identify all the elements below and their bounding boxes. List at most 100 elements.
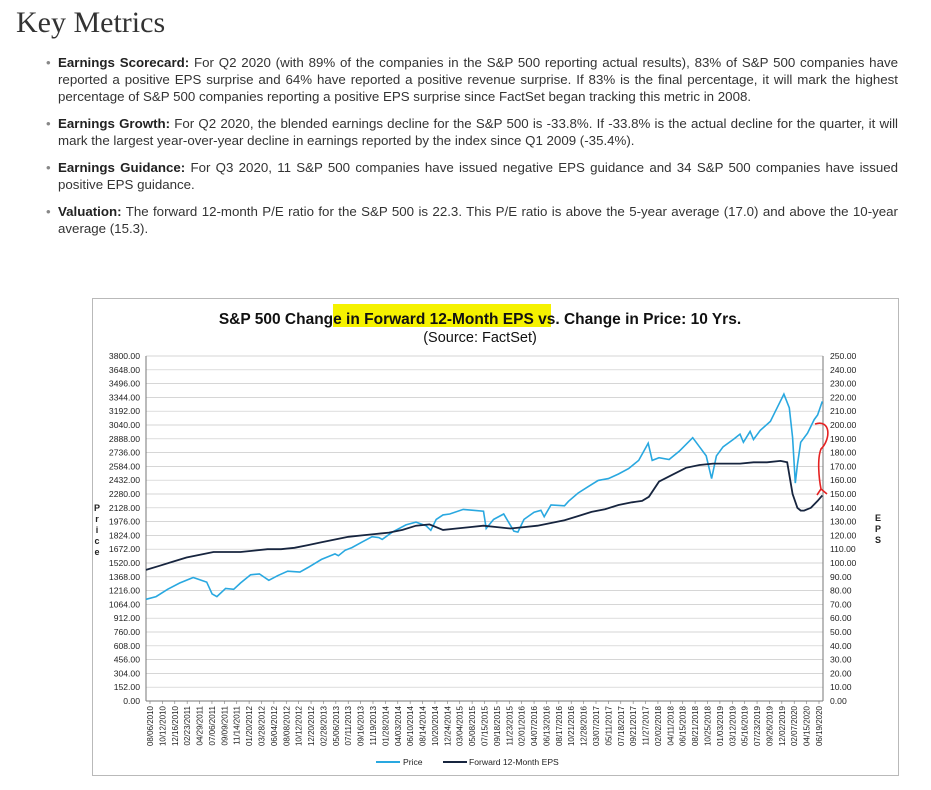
x-tick-label: 11/23/2015 <box>505 705 514 745</box>
left-tick-label: 2736.00 <box>109 448 140 458</box>
right-tick-label: 120.00 <box>830 530 857 540</box>
x-tick-label: 03/07/2017 <box>592 705 601 746</box>
right-tick-label: 150.00 <box>830 489 857 499</box>
left-tick-label: 1216.00 <box>109 586 140 596</box>
left-axis-label-char: i <box>96 525 99 535</box>
x-tick-label: 01/28/2014 <box>381 705 390 746</box>
right-tick-label: 180.00 <box>830 448 857 458</box>
left-axis-ticks: 3800.00 3648.00 3496.00 3344.00 3192.00 3040.… <box>109 351 140 706</box>
left-tick-label: 1520.00 <box>109 558 140 568</box>
x-tick-label: 07/06/2011 <box>208 705 217 745</box>
right-axis-label-char: S <box>875 535 881 545</box>
right-tick-label: 40.00 <box>830 641 852 651</box>
x-tick-label: 08/21/2018 <box>691 705 700 746</box>
left-tick-label: 0.00 <box>123 696 140 706</box>
right-tick-label: 220.00 <box>830 392 857 402</box>
x-tick-label: 12/24/2014 <box>443 705 452 746</box>
chart-frame: S&P 500 Change in Forward 12-Month EPS v… <box>92 298 899 776</box>
left-tick-label: 304.00 <box>114 668 141 678</box>
left-tick-label: 2432.00 <box>109 475 140 485</box>
x-tick-label: 11/14/2011 <box>233 705 242 744</box>
left-tick-label: 3800.00 <box>109 351 140 361</box>
x-tick-label: 09/09/2011 <box>220 705 229 745</box>
right-tick-label: 90.00 <box>830 572 852 582</box>
right-tick-label: 140.00 <box>830 503 857 513</box>
x-tick-label: 10/21/2016 <box>567 705 576 746</box>
title-highlight-box <box>333 304 551 327</box>
x-tick-label: 04/15/2020 <box>803 705 812 746</box>
earnings-growth-item: Earnings Growth: For Q2 2020, the blende… <box>46 115 898 149</box>
x-tick-label: 10/12/2012 <box>295 705 304 746</box>
x-tick-label: 12/28/2016 <box>580 705 589 746</box>
grid-lines <box>146 355 823 702</box>
earnings-scorecard-item: Earnings Scorecard: For Q2 2020 (with 89… <box>46 54 898 105</box>
x-tick-label: 01/20/2012 <box>245 705 254 746</box>
chart-title-before: S&P 500 Change in <box>219 311 364 328</box>
left-tick-label: 456.00 <box>114 655 141 665</box>
right-tick-label: 30.00 <box>830 655 852 665</box>
right-tick-label: 50.00 <box>830 627 852 637</box>
bullet-text: For Q2 2020 (with 89% of the companies i… <box>58 55 899 104</box>
x-tick-label: 06/04/2012 <box>270 705 279 746</box>
x-tick-label: 03/28/2012 <box>258 705 267 746</box>
red-annotation-arrow <box>814 422 829 496</box>
left-tick-label: 2584.00 <box>109 461 140 471</box>
x-tick-label: 12/20/2012 <box>307 705 316 746</box>
bullet-text: For Q2 2020, the blended earnings declin… <box>58 116 898 148</box>
bullet-text: The forward 12-month P/E ratio for the S… <box>58 204 898 236</box>
x-tick-label: 05/16/2019 <box>741 705 750 746</box>
right-axis-label-char: E <box>875 513 881 523</box>
right-tick-label: 100.00 <box>830 558 857 568</box>
earnings-guidance-item: Earnings Guidance: For Q3 2020, 11 S&P 5… <box>46 159 898 193</box>
bullet-label: Earnings Scorecard: <box>58 55 190 70</box>
left-tick-label: 912.00 <box>114 613 141 623</box>
right-tick-label: 190.00 <box>830 434 857 444</box>
chart-title-after: vs. Change in Price: 10 Yrs. <box>534 311 741 328</box>
bullet-label: Earnings Guidance: <box>58 160 186 175</box>
right-tick-label: 110.00 <box>830 544 856 554</box>
right-axis-label-char: P <box>875 524 881 534</box>
left-tick-label: 1368.00 <box>109 572 140 582</box>
left-axis-label-char: r <box>95 514 99 524</box>
x-tick-label: 06/13/2016 <box>542 705 551 746</box>
left-axis-label: Price <box>94 503 100 557</box>
x-tick-label: 10/12/2010 <box>158 705 167 746</box>
x-tick-label: 06/15/2018 <box>679 705 688 746</box>
right-tick-label: 80.00 <box>830 586 852 596</box>
right-tick-label: 170.00 <box>830 461 857 471</box>
left-axis-label-char: e <box>94 547 99 557</box>
left-tick-label: 3192.00 <box>109 406 140 416</box>
x-tick-label: 02/23/2011 <box>183 705 192 745</box>
left-tick-label: 2280.00 <box>109 489 140 499</box>
x-tick-label: 11/19/2013 <box>369 705 378 745</box>
left-tick-label: 3496.00 <box>109 379 140 389</box>
x-tick-label: 02/02/2018 <box>654 705 663 746</box>
x-tick-label: 02/01/2016 <box>518 705 527 746</box>
x-tick-label: 03/12/2019 <box>728 705 737 746</box>
x-tick-label: 10/20/2014 <box>431 705 440 746</box>
right-tick-label: 250.00 <box>830 351 857 361</box>
right-tick-label: 20.00 <box>830 668 852 678</box>
x-tick-label: 09/21/2017 <box>629 705 638 746</box>
right-tick-label: 200.00 <box>830 420 857 430</box>
chart-subtitle: (Source: FactSet) <box>423 330 537 346</box>
x-tick-label: 05/11/2017 <box>604 705 613 745</box>
x-tick-label: 07/15/2015 <box>481 705 490 746</box>
right-tick-label: 160.00 <box>830 475 857 485</box>
chart-legend: Price Forward 12-Month EPS <box>376 757 559 767</box>
left-tick-label: 760.00 <box>114 627 141 637</box>
right-tick-label: 210.00 <box>830 406 857 416</box>
left-tick-label: 1976.00 <box>109 517 140 527</box>
chart-title-highlight: Forward 12-Month EPS <box>364 311 534 328</box>
legend-label-price: Price <box>403 757 423 767</box>
bullet-label: Valuation: <box>58 204 122 219</box>
x-tick-label: 06/19/2020 <box>815 705 824 746</box>
left-tick-label: 3648.00 <box>109 365 140 375</box>
legend-label-eps: Forward 12-Month EPS <box>469 757 559 767</box>
chart-title: S&P 500 Change in Forward 12-Month EPS v… <box>219 311 741 328</box>
left-tick-label: 2128.00 <box>109 503 140 513</box>
left-axis-label-char: P <box>94 503 100 513</box>
x-tick-label: 09/26/2019 <box>765 705 774 746</box>
right-axis-label: EPS <box>875 513 881 545</box>
x-tick-label: 01/03/2019 <box>716 705 725 746</box>
